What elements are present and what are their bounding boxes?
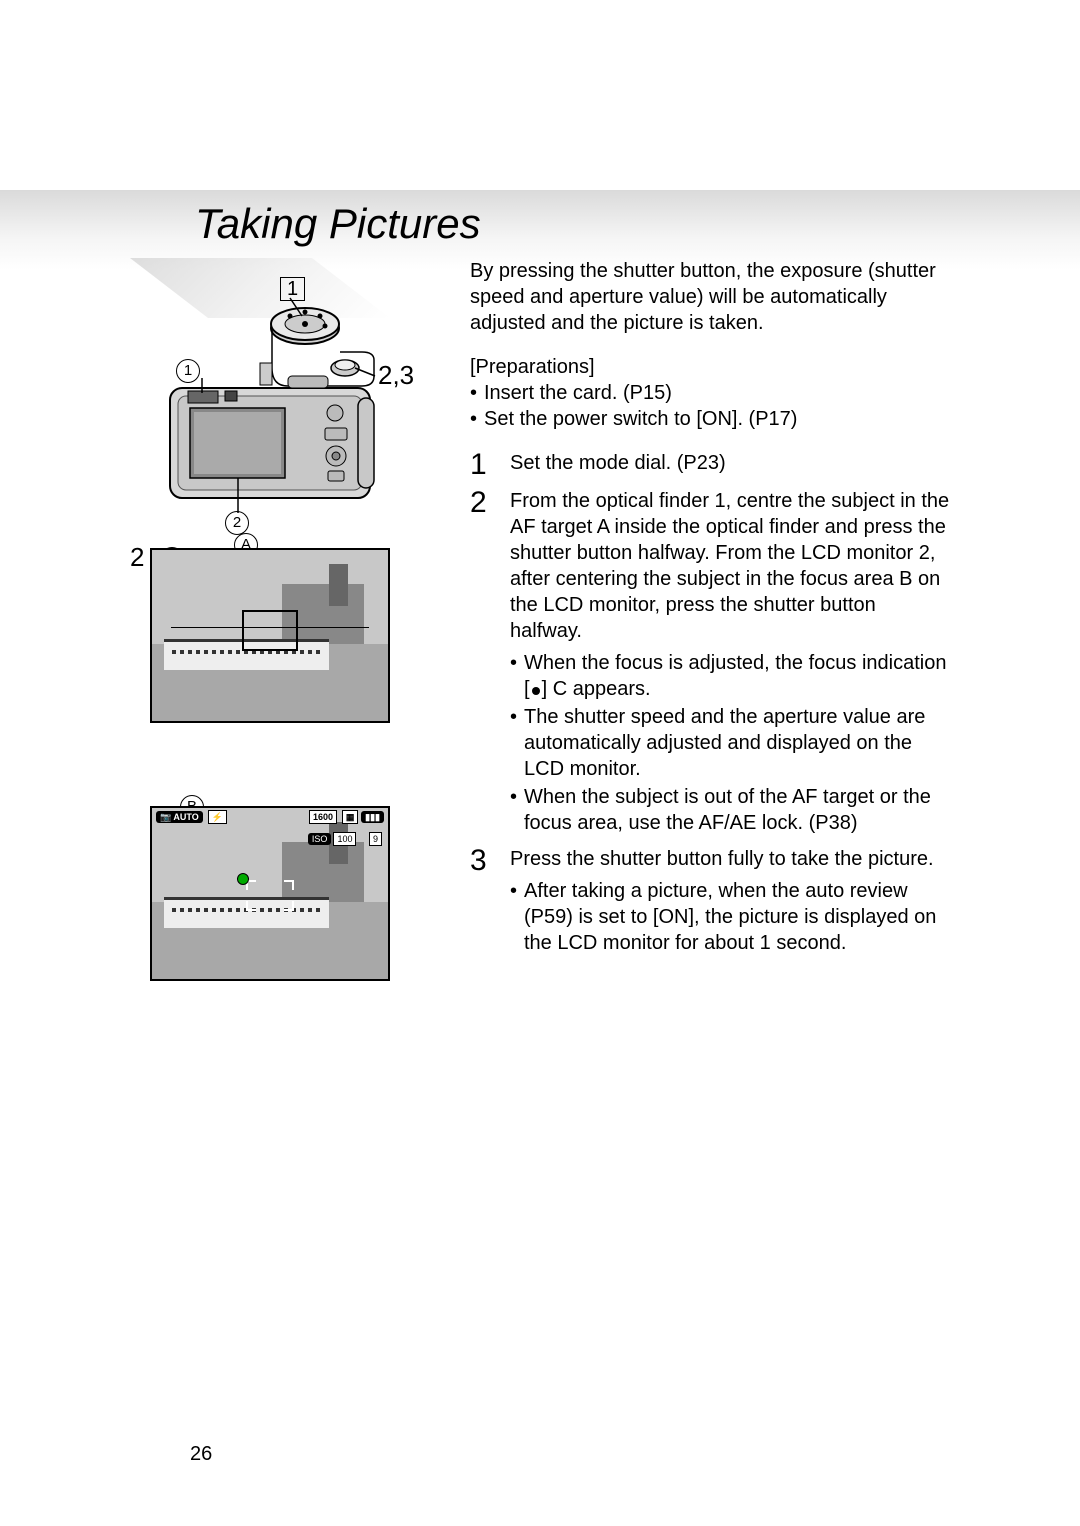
step-body: From the optical finder 1, centre the su… [510, 488, 950, 838]
step-number: 1 [470, 450, 510, 480]
sub-item: •The shutter speed and the aperture valu… [510, 704, 950, 782]
lcd-iso-value: 100 [333, 832, 356, 846]
lcd-scene-building [282, 842, 365, 902]
step-number: 3 [470, 846, 510, 958]
step-body: Set the mode dial. (P23) [510, 450, 950, 480]
step-2: 2 From the optical finder 1, centre the … [470, 488, 950, 838]
vf-h-line [171, 627, 369, 628]
flash-icon: ⚡ [208, 810, 227, 824]
diagram-label-1: 1 [280, 274, 305, 302]
lcd-res: 1600 [309, 810, 337, 824]
right-column: By pressing the shutter button, the expo… [470, 258, 950, 966]
battery-icon: ▮▮▮ [361, 811, 384, 823]
left-column: 1 1 2,3 2 2 1 A [130, 258, 430, 1036]
preparations-heading: [Preparations] [470, 354, 950, 380]
prep-item: •Insert the card. (P15) [470, 380, 950, 406]
step-3-sublist: •After taking a picture, when the auto r… [510, 878, 950, 956]
lcd-overlay-top: 📷 AUTO ⚡ 1600 ▦ ▮▮▮ [156, 812, 384, 830]
lcd-af-bracket [246, 880, 293, 911]
step-body: Press the shutter button fully to take t… [510, 846, 950, 958]
vf-scene-tower [329, 564, 348, 607]
step-2-sublist: •When the focus is adjusted, the focus i… [510, 650, 950, 836]
page-title: Taking Pictures [195, 200, 481, 248]
viewfinder-image [150, 548, 390, 723]
lcd-mode-icon: 📷 AUTO [156, 811, 203, 823]
content-area: 1 1 2,3 2 2 1 A [130, 258, 950, 1426]
lcd-overlay-row2: ISO100 9 [308, 832, 382, 846]
diagram-label-23: 2,3 [378, 360, 414, 391]
vf-label-2: 2 [130, 542, 144, 573]
lcd-count: 9 [369, 832, 382, 846]
sub-item: •When the subject is out of the AF targe… [510, 784, 950, 836]
diagram-label-circ1: 1 [176, 356, 200, 384]
lcd-image: 📷 AUTO ⚡ 1600 ▦ ▮▮▮ ISO100 9 [150, 806, 390, 981]
lcd-iso-label: ISO [308, 833, 332, 845]
vf-af-target [242, 610, 299, 651]
camera-svg [130, 268, 410, 528]
viewfinder-block: 2 1 A [130, 548, 430, 758]
page-number: 26 [190, 1443, 212, 1466]
sub-item: •When the focus is adjusted, the focus i… [510, 650, 950, 702]
preparations-list: •Insert the card. (P15) •Set the power s… [470, 380, 950, 432]
camera-diagram: 1 1 2,3 2 [130, 268, 410, 528]
prep-item: •Set the power switch to [ON]. (P17) [470, 406, 950, 432]
step-1: 1 Set the mode dial. (P23) [470, 450, 950, 480]
step-3: 3 Press the shutter button fully to take… [470, 846, 950, 958]
lcd-focus-dot [237, 873, 249, 885]
step-number: 2 [470, 488, 510, 838]
sub-item: •After taking a picture, when the auto r… [510, 878, 950, 956]
page-title-block: Taking Pictures [195, 200, 481, 248]
lcd-quality-icon: ▦ [342, 810, 359, 824]
lcd-block: B 2 C [130, 806, 430, 1036]
intro-text: By pressing the shutter button, the expo… [470, 258, 950, 336]
